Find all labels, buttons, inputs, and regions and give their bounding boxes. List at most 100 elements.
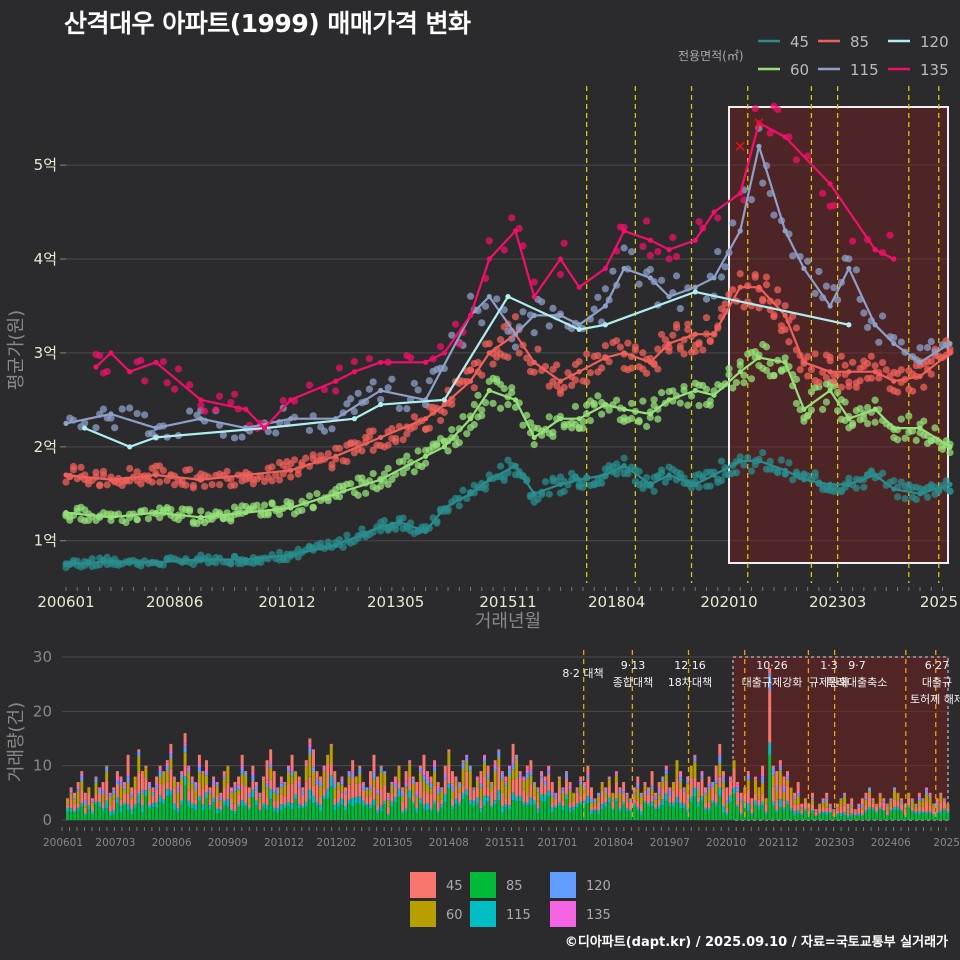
volume-bar [240,768,244,774]
price-dot-85 [721,300,729,308]
price-point-45 [557,481,564,487]
price-point-85 [827,369,833,375]
volume-bar [443,776,447,780]
volume-bar [632,803,636,807]
volume-bar [165,796,169,820]
policy-annotation: 6·27 [925,659,950,672]
price-dot-85 [684,326,692,334]
volume-bar [101,782,105,789]
volume-bar [287,765,290,769]
price-dot-60 [455,439,463,447]
volume-bar [440,804,444,808]
volume-bar [550,807,554,813]
price-dot-85 [815,378,823,387]
volume-bar [860,804,864,805]
volume-bar [814,809,818,811]
volume-bar [98,802,102,807]
price-dot-45 [624,470,632,478]
volume-bar [746,810,750,820]
volume-bar [386,806,390,815]
volume-bar [401,813,405,820]
volume-bar [383,774,387,785]
volume-bar [843,792,847,795]
volume-bar [821,803,825,807]
volume-bar [265,809,269,820]
volume-bar [76,810,80,820]
price-dot-85 [287,473,295,481]
price-point-115 [666,293,672,300]
volume-bar [868,791,871,798]
volume-bar [835,807,839,808]
volume-bar [672,782,675,791]
volume-bar [846,803,850,807]
volume-bar [251,775,255,782]
volume-bar [828,803,832,805]
volume-bar [219,809,223,812]
volume-bar [525,779,529,796]
volume-bar [169,750,173,755]
volume-bar [522,805,526,820]
price-dot-115 [99,405,108,413]
volume-bar [240,783,244,801]
price-dot-60 [863,420,872,428]
volume-bar [297,788,301,804]
price-point-60 [947,444,953,450]
volume-bar [700,796,704,801]
volume-bar [112,790,116,795]
volume-bar [811,798,814,801]
volume-bar [675,778,679,798]
volume-bar [696,806,700,820]
price-point-115 [531,312,537,318]
x-tick-label: 2025 [920,593,958,611]
price-dot-60 [762,343,771,351]
volume-bar [169,754,173,759]
volume-bar [158,802,162,820]
price-dot-85 [676,342,684,350]
volume-bar [843,815,847,820]
price-dot-115 [354,389,362,397]
price-dot-135 [137,356,145,365]
volume-bar [287,769,290,772]
volume-bar [846,815,850,818]
volume-bar [447,752,451,765]
volume-bar [458,802,462,806]
volume-bar [850,798,854,803]
volume-bar [172,779,176,789]
policy-annotation: 대출규 [922,676,952,689]
price-point-85 [198,477,204,483]
volume-bar [771,769,775,776]
price-point-85 [602,355,608,361]
volume-bar [743,806,747,820]
volume-bar [807,815,811,820]
price-dot-45 [811,469,819,477]
price-dot-85 [137,480,145,488]
price-dot-135 [279,396,287,405]
volume-bar [782,809,786,820]
volume-bar [493,760,497,764]
volume-bar [818,812,822,814]
volume-bar [426,810,429,820]
volume-bar [693,755,697,758]
price-dot-45 [890,477,898,485]
volume-bar [91,806,94,812]
volume-bar [369,808,372,820]
volume-bar [540,771,544,774]
volume-bar [94,782,98,795]
volume-bar [486,773,490,775]
price-point-135 [422,359,429,365]
price-dot-115 [601,285,609,293]
volume-bar [312,765,315,768]
volume-bar [650,801,654,807]
volume-bar [490,783,494,786]
volume-bar [600,809,604,820]
volume-bar [80,773,84,777]
volume-bar [155,789,159,803]
price-dot-60 [871,396,879,404]
volume-bar [219,800,223,806]
price-point-135 [711,209,717,215]
volume-bar [230,811,233,820]
volume-bar [105,765,109,767]
volume-bar [686,776,690,777]
price-dot-60 [931,424,939,432]
volume-bar [925,811,928,814]
